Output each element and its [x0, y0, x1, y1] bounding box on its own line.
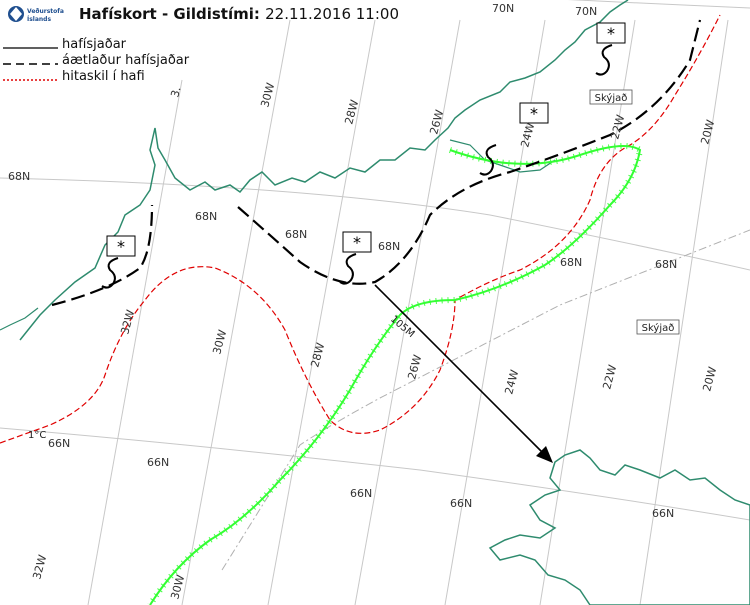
- longitude-grid: [87, 19, 729, 605]
- svg-text:26W: 26W: [405, 353, 424, 381]
- svg-text:68N: 68N: [285, 228, 307, 241]
- svg-text:28W: 28W: [342, 98, 361, 126]
- svg-text:70N: 70N: [492, 2, 514, 15]
- svg-text:22W: 22W: [600, 363, 619, 391]
- latitude-labels: 70N 70N 68N 68N 68N 68N 68N 68N 66N 66N …: [8, 2, 677, 520]
- svg-text:66N: 66N: [350, 487, 372, 500]
- svg-text:32W: 32W: [118, 308, 137, 336]
- svg-text:*: *: [530, 104, 538, 123]
- legend-label-solid: hafísjaðar: [62, 37, 127, 52]
- svg-text:68N: 68N: [560, 256, 582, 269]
- svg-text:32W: 32W: [30, 553, 49, 581]
- drift-arrow-head: [536, 446, 553, 463]
- estimated-ice-edge-main: [237, 19, 702, 285]
- svg-text:Íslands: Íslands: [27, 15, 51, 23]
- svg-text:30W: 30W: [258, 81, 277, 109]
- svg-text:20W: 20W: [698, 118, 717, 146]
- legend-label-dashed: áætlaður hafísjaðar: [62, 53, 190, 68]
- svg-text:66N: 66N: [147, 456, 169, 469]
- svg-text:68N: 68N: [378, 240, 400, 253]
- svg-text:*: *: [607, 24, 615, 43]
- latitude-grid: [0, 0, 750, 521]
- sea-front-line: [0, 14, 721, 444]
- ice-edge-line: [149, 145, 642, 605]
- longitude-labels: 3. 30W 28W 26W 24W 22W 20W 32W 30W 28W 2…: [30, 81, 719, 601]
- svg-text:30W: 30W: [210, 328, 229, 356]
- legend: hafísjaðar áætlaður hafísjaðar hitaskil …: [3, 37, 190, 84]
- svg-text:66N: 66N: [450, 497, 472, 510]
- logo: Veðurstofa Íslands: [0, 0, 72, 30]
- svg-text:24W: 24W: [518, 121, 537, 149]
- svg-text:66N: 66N: [652, 507, 674, 520]
- svg-text:22W: 22W: [608, 113, 627, 141]
- svg-text:*: *: [117, 237, 125, 256]
- svg-text:68N: 68N: [655, 258, 677, 271]
- ice-edge-ticks: [147, 143, 644, 605]
- svg-text:Veðurstofa: Veðurstofa: [27, 8, 64, 15]
- svg-text:20W: 20W: [700, 365, 719, 393]
- svg-text:28W: 28W: [308, 341, 327, 369]
- boundary-line: [221, 229, 750, 571]
- cloud-label-2: Skýjað: [636, 319, 680, 335]
- svg-text:70N: 70N: [575, 5, 597, 18]
- temperature-label: 1°C: [28, 430, 46, 441]
- svg-text:26W: 26W: [427, 108, 446, 136]
- svg-text:68N: 68N: [8, 170, 30, 183]
- svg-text:68N: 68N: [195, 210, 217, 223]
- svg-text:Skýjað: Skýjað: [642, 322, 675, 334]
- title-text: Hafískort - Gildistími:: [79, 5, 260, 23]
- legend-label-dotted: hitaskil í hafi: [62, 69, 145, 84]
- svg-text:30W: 30W: [168, 573, 187, 601]
- ice-symbol-2: *: [339, 231, 372, 285]
- svg-text:66N: 66N: [48, 437, 70, 450]
- estimated-ice-edge-south: [51, 204, 154, 307]
- cloud-label-1: Skýjað: [589, 89, 633, 105]
- ice-symbol-1: *: [101, 235, 136, 289]
- svg-text:Hafískort - Gildistími: 22.11.: Hafískort - Gildistími: 22.11.2016 11:00: [79, 5, 399, 23]
- title-datetime: 22.11.2016 11:00: [265, 5, 399, 23]
- svg-text:*: *: [353, 233, 361, 252]
- svg-text:3.: 3.: [168, 85, 183, 99]
- page-title: Hafískort - Gildistími: 22.11.2016 11:00: [79, 5, 399, 23]
- greenland-coastline: [19, 0, 629, 341]
- ice-symbol-3: *: [479, 102, 549, 176]
- svg-text:24W: 24W: [502, 368, 521, 396]
- svg-text:Skýjað: Skýjað: [595, 92, 628, 104]
- island-fragment: [449, 139, 556, 173]
- ice-symbol-4: *: [595, 22, 626, 76]
- iceland-coastline: [488, 449, 750, 605]
- greenland-coast-south: [0, 307, 39, 331]
- drift-arrow: [374, 284, 546, 456]
